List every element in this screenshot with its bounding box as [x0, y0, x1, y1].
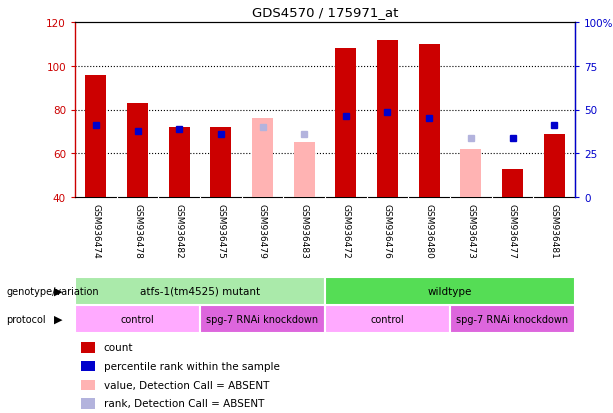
Bar — [294, 143, 314, 197]
Text: genotype/variation: genotype/variation — [6, 286, 99, 296]
Text: protocol: protocol — [6, 314, 46, 324]
Bar — [335, 49, 356, 197]
Text: GSM936473: GSM936473 — [466, 203, 475, 258]
Bar — [169, 128, 189, 197]
Text: count: count — [104, 342, 133, 353]
Bar — [252, 119, 273, 197]
Text: GSM936479: GSM936479 — [258, 203, 267, 258]
Text: GSM936475: GSM936475 — [216, 203, 226, 258]
Bar — [81, 398, 94, 408]
Bar — [75, 305, 200, 333]
Title: GDS4570 / 175971_at: GDS4570 / 175971_at — [252, 6, 398, 19]
Bar — [85, 75, 106, 197]
Bar — [210, 128, 231, 197]
Text: GSM936480: GSM936480 — [425, 203, 433, 258]
Text: ▶: ▶ — [54, 314, 63, 324]
Text: GSM936478: GSM936478 — [133, 203, 142, 258]
Bar — [81, 361, 94, 371]
Bar — [419, 45, 440, 197]
Text: wildtype: wildtype — [428, 286, 472, 296]
Text: spg-7 RNAi knockdown: spg-7 RNAi knockdown — [207, 314, 319, 324]
Bar — [460, 150, 481, 197]
Bar — [502, 169, 523, 197]
Bar — [450, 305, 575, 333]
Bar — [75, 277, 325, 305]
Bar — [127, 104, 148, 197]
Text: GSM936472: GSM936472 — [341, 203, 351, 258]
Bar — [377, 40, 398, 197]
Text: spg-7 RNAi knockdown: spg-7 RNAi knockdown — [457, 314, 569, 324]
Text: control: control — [371, 314, 405, 324]
Text: atfs-1(tm4525) mutant: atfs-1(tm4525) mutant — [140, 286, 260, 296]
Text: GSM936483: GSM936483 — [300, 203, 309, 258]
Text: value, Detection Call = ABSENT: value, Detection Call = ABSENT — [104, 380, 269, 390]
Text: ▶: ▶ — [54, 286, 63, 296]
Bar — [325, 305, 450, 333]
Text: rank, Detection Call = ABSENT: rank, Detection Call = ABSENT — [104, 399, 264, 408]
Text: GSM936476: GSM936476 — [383, 203, 392, 258]
Bar — [544, 134, 565, 197]
Text: GSM936474: GSM936474 — [91, 203, 101, 258]
Bar — [81, 342, 94, 353]
Text: control: control — [121, 314, 154, 324]
Text: percentile rank within the sample: percentile rank within the sample — [104, 361, 280, 371]
Bar — [200, 305, 325, 333]
Text: GSM936477: GSM936477 — [508, 203, 517, 258]
Bar — [325, 277, 575, 305]
Text: GSM936482: GSM936482 — [175, 203, 184, 258]
Bar — [81, 380, 94, 390]
Text: GSM936481: GSM936481 — [550, 203, 558, 258]
